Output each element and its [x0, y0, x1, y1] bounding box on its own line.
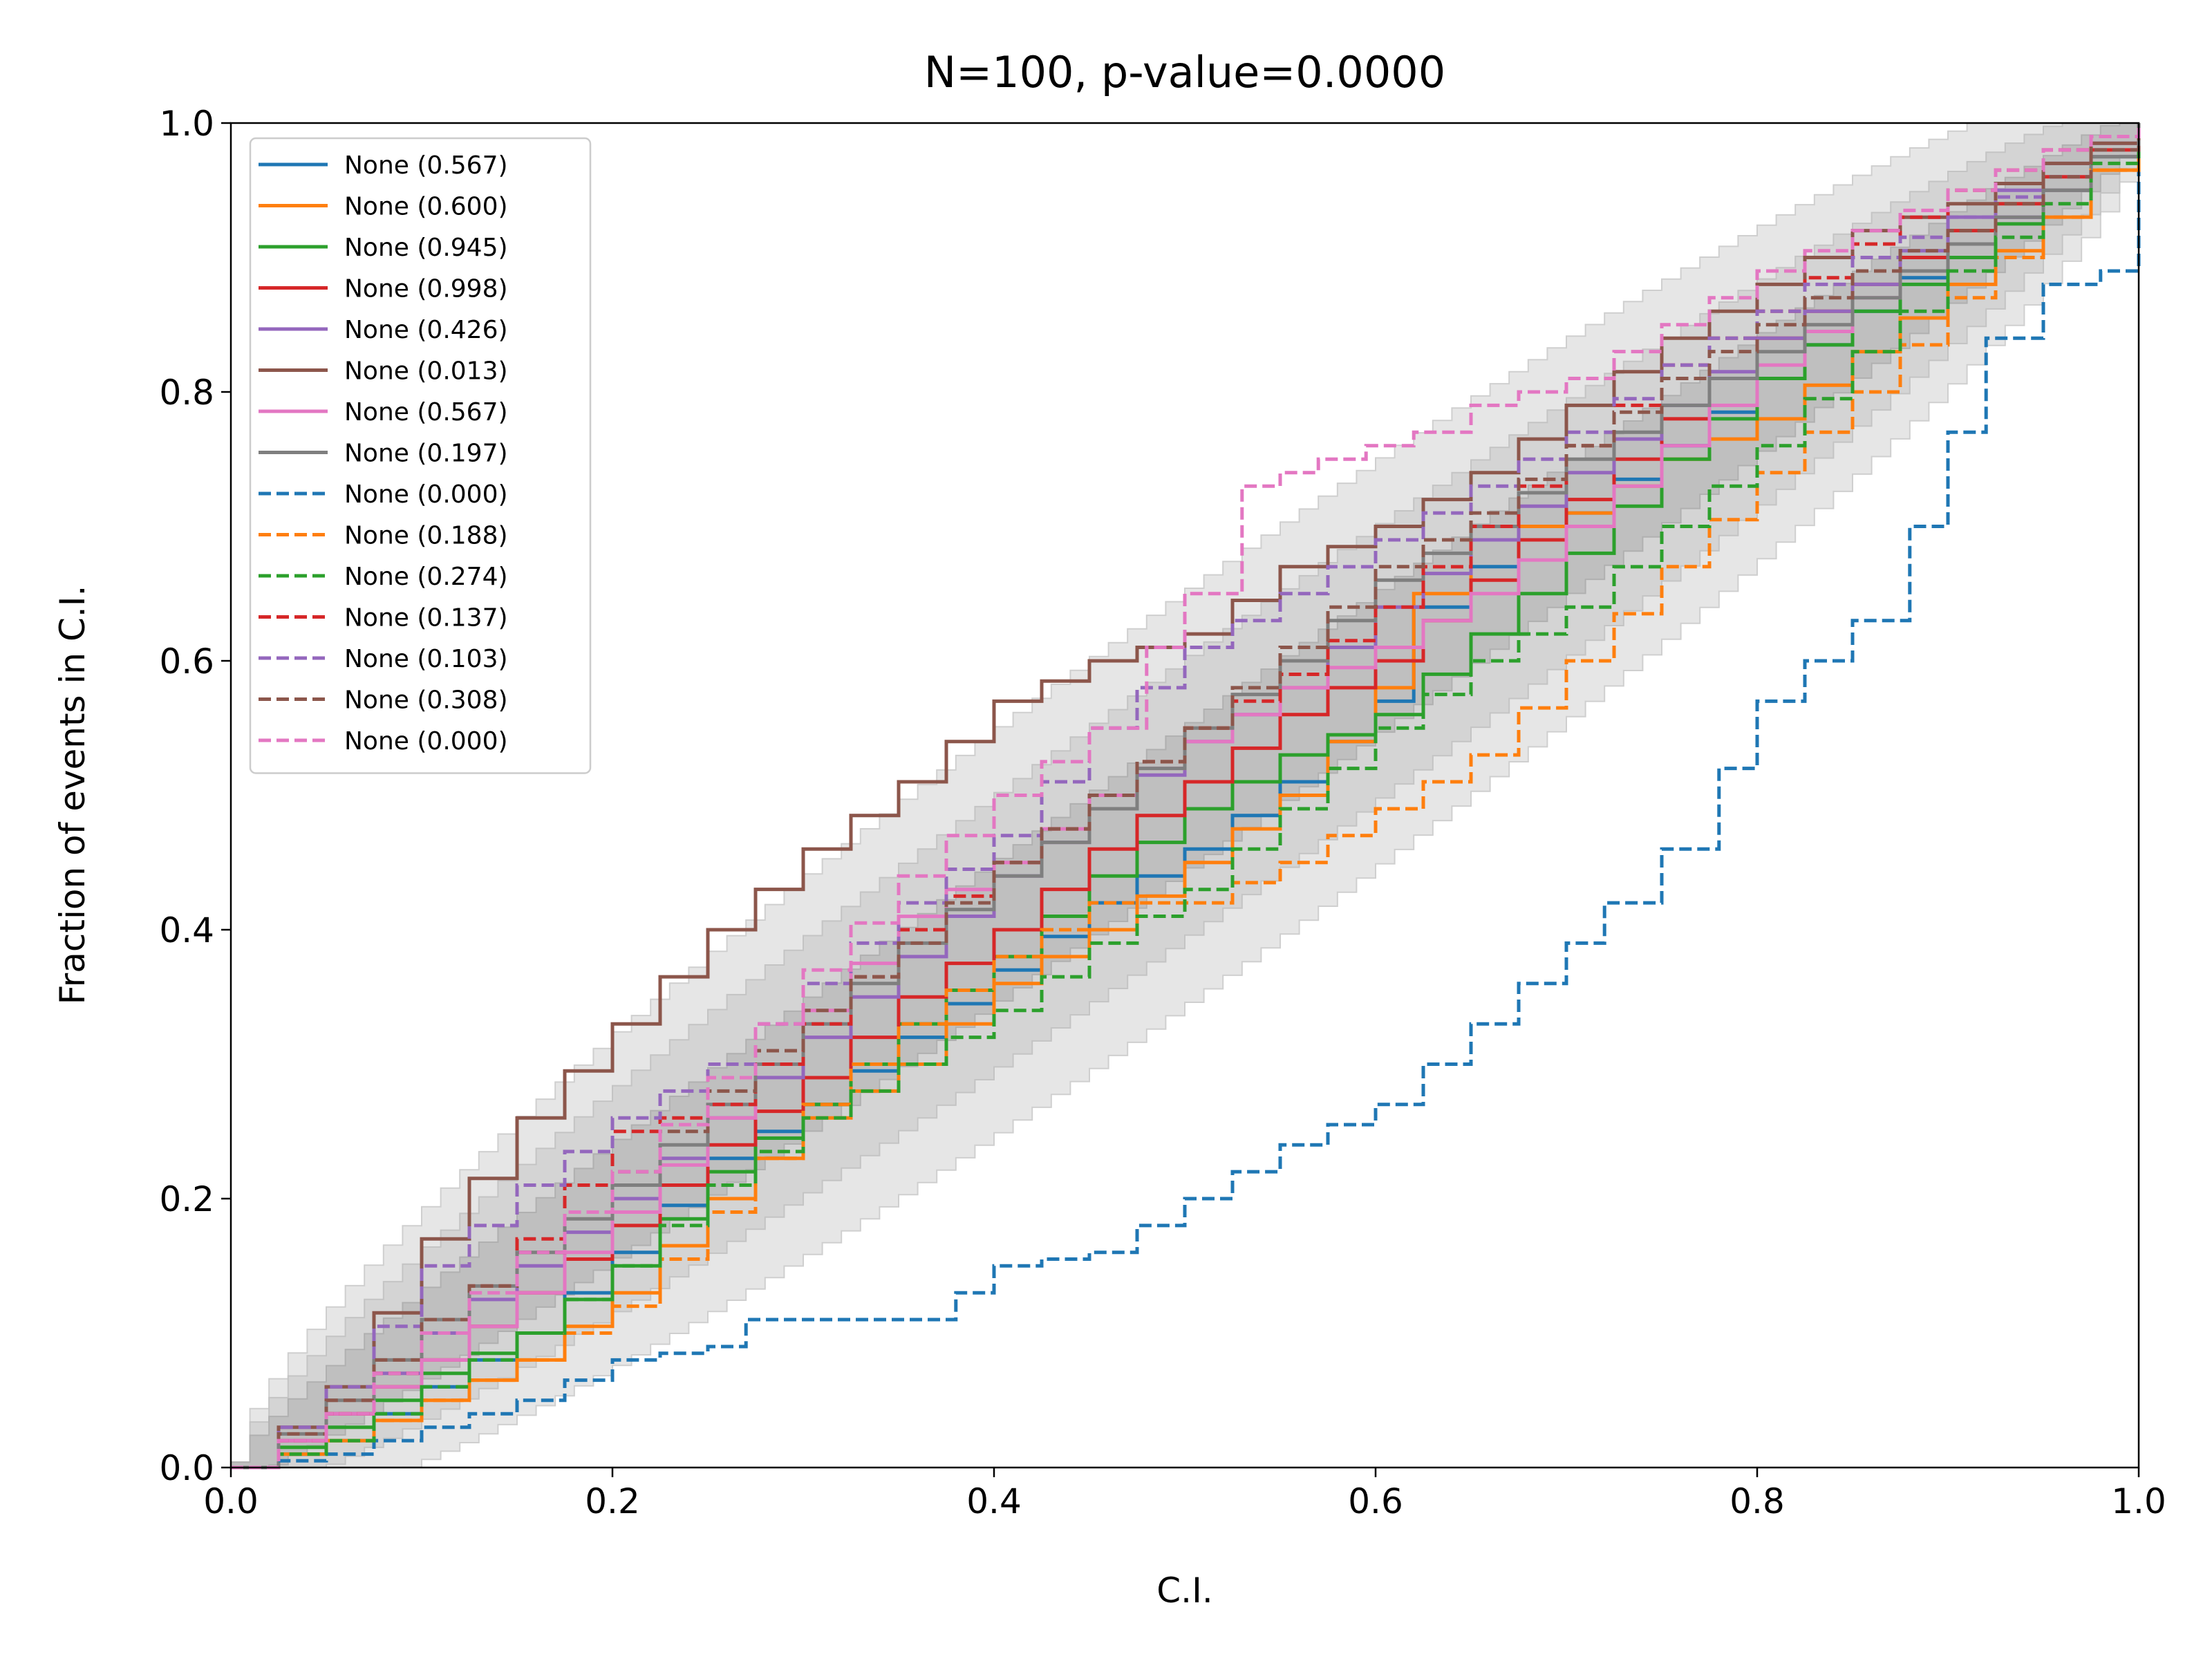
- legend: None (0.567) None (0.600) None (0.945) None…: [249, 137, 592, 774]
- legend-label: None (0.274): [344, 563, 508, 591]
- legend-label: None (0.000): [344, 480, 508, 509]
- legend-label: None (0.945): [344, 234, 508, 262]
- y-tick-label: 0.6: [159, 641, 214, 682]
- x-tick-label: 0.8: [1730, 1481, 1785, 1521]
- x-tick-label: 0.6: [1348, 1481, 1403, 1521]
- x-tick-label: 0.4: [966, 1481, 1022, 1521]
- legend-label: None (0.567): [344, 398, 508, 427]
- legend-label: None (0.308): [344, 686, 508, 715]
- x-axis-label: C.I.: [1156, 1571, 1212, 1611]
- y-tick-label: 1.0: [159, 104, 214, 144]
- x-tick-label: 0.2: [585, 1481, 640, 1521]
- legend-box: [249, 137, 592, 774]
- legend-label: None (0.000): [344, 727, 508, 756]
- y-tick-label: 0.4: [159, 910, 214, 950]
- x-axis-ticks: 0.0 0.2 0.4 0.6 0.8 1.0: [203, 1468, 2166, 1521]
- series-lines: [231, 123, 2141, 1470]
- series-line-11: [231, 123, 2141, 1470]
- series-line-9: [231, 163, 2141, 1470]
- x-tick-label: 1.0: [2111, 1481, 2166, 1521]
- legend-label: None (0.103): [344, 645, 508, 673]
- chart-title: N=100, p-value=0.0000: [924, 47, 1445, 97]
- y-axis-label: Fraction of events in C.I.: [53, 585, 93, 1005]
- y-axis-ticks: 0.0 0.2 0.4 0.6 0.8 1.0: [159, 104, 231, 1488]
- plot-frame: [229, 122, 2140, 1469]
- legend-label: None (0.188): [344, 522, 508, 550]
- legend-label: None (0.600): [344, 193, 508, 221]
- legend-label: None (0.567): [344, 151, 508, 180]
- legend-label: None (0.137): [344, 604, 508, 632]
- x-tick-label: 0.0: [203, 1481, 259, 1521]
- y-tick-label: 0.2: [159, 1179, 214, 1219]
- legend-label: None (0.998): [344, 275, 508, 303]
- legend-label: None (0.426): [344, 316, 508, 344]
- y-tick-label: 0.0: [159, 1448, 214, 1488]
- legend-label: None (0.013): [344, 357, 508, 386]
- series-line-15: [231, 123, 2141, 1470]
- legend-label: None (0.197): [344, 440, 508, 468]
- y-tick-label: 0.8: [159, 373, 214, 413]
- series-line-13: [231, 123, 2141, 1470]
- series-line-10: [231, 123, 2141, 1470]
